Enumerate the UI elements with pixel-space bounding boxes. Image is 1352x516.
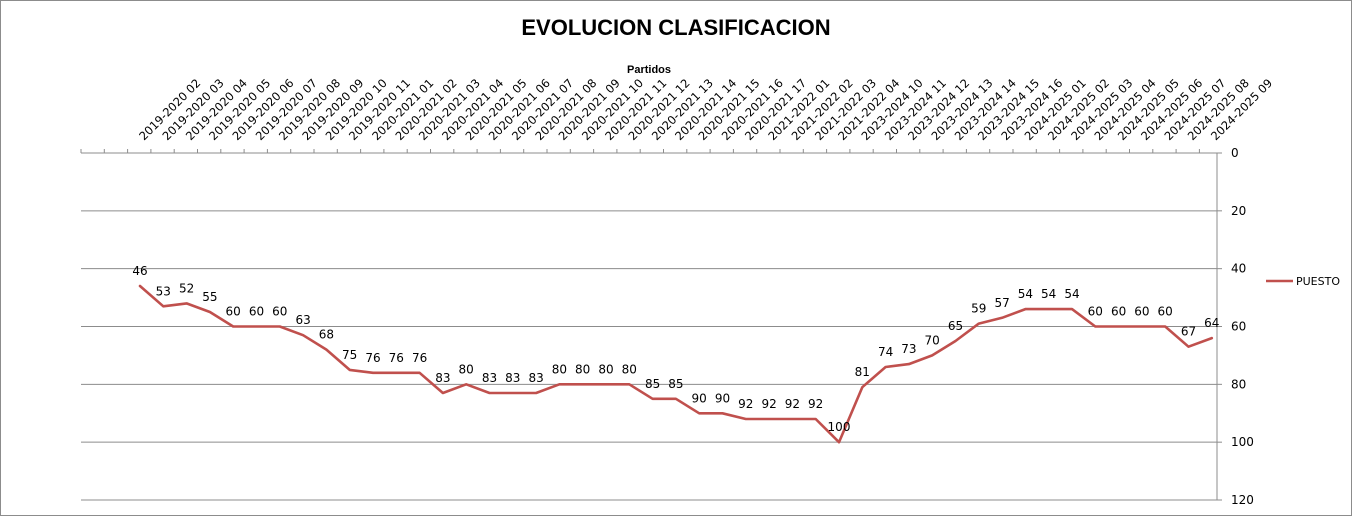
axes: [80, 149, 1222, 501]
data-label: 60: [1134, 305, 1149, 319]
data-label: 65: [948, 319, 963, 333]
data-label: 54: [1018, 287, 1033, 301]
data-label: 70: [925, 333, 940, 347]
data-label: 81: [855, 365, 870, 379]
chart-title: EVOLUCION CLASIFICACION: [521, 15, 830, 40]
data-label: 83: [528, 371, 543, 385]
data-label: 80: [575, 362, 590, 376]
series-line-puesto: [138, 284, 1214, 444]
series-lines: [138, 284, 1214, 444]
y-tick-label: 60: [1231, 320, 1246, 334]
data-label: 76: [389, 351, 404, 365]
data-label: 46: [132, 264, 147, 278]
data-label: 60: [226, 305, 241, 319]
data-label: 63: [295, 313, 310, 327]
data-label: 59: [971, 302, 986, 316]
data-label: 60: [1088, 305, 1103, 319]
data-label: 64: [1204, 316, 1219, 330]
data-label: 92: [785, 397, 800, 411]
y-tick-label: 80: [1231, 377, 1246, 391]
data-label: 60: [1158, 305, 1173, 319]
data-label: 67: [1181, 325, 1196, 339]
y-tick-label: 20: [1231, 204, 1246, 218]
data-label: 60: [272, 305, 287, 319]
y-tick-label: 0: [1231, 146, 1239, 160]
data-label: 80: [552, 362, 567, 376]
data-label: 68: [319, 328, 334, 342]
data-label: 85: [668, 377, 683, 391]
data-label: 83: [505, 371, 520, 385]
data-label: 53: [156, 284, 171, 298]
y-tick-labels: 0 20 40 60 80 100 120: [1231, 146, 1254, 507]
legend-label: PUESTO: [1296, 275, 1340, 288]
data-label: 76: [412, 351, 427, 365]
data-labels: 46 53 52 55 60 60 60 63 68 75 76 76 76 83 80 83 83 83 80 80…: [132, 264, 1219, 434]
data-label: 60: [1111, 305, 1126, 319]
data-label: 74: [878, 345, 893, 359]
data-label: 73: [901, 342, 916, 356]
data-label: 85: [645, 377, 660, 391]
data-label: 80: [622, 362, 637, 376]
y-tick-label: 100: [1231, 435, 1254, 449]
data-label: 76: [365, 351, 380, 365]
data-label: 60: [249, 305, 264, 319]
data-label: 90: [692, 391, 707, 405]
x-axis-title: Partidos: [627, 64, 671, 76]
data-label: 54: [1041, 287, 1056, 301]
data-label: 83: [482, 371, 497, 385]
gridlines: [81, 210, 1217, 501]
data-label: 83: [435, 371, 450, 385]
y-tick-label: 40: [1231, 262, 1246, 276]
data-label: 92: [738, 397, 753, 411]
data-label: 55: [202, 290, 217, 304]
data-label: 52: [179, 281, 194, 295]
legend: PUESTO: [1266, 275, 1340, 288]
data-label: 80: [459, 362, 474, 376]
data-label: 90: [715, 391, 730, 405]
data-label: 100: [828, 420, 851, 434]
data-label: 80: [598, 362, 613, 376]
data-label: 57: [994, 296, 1009, 310]
y-tick-label: 120: [1231, 493, 1254, 507]
data-label: 54: [1064, 287, 1079, 301]
data-label: 75: [342, 348, 357, 362]
data-label: 92: [761, 397, 776, 411]
data-label: 92: [808, 397, 823, 411]
